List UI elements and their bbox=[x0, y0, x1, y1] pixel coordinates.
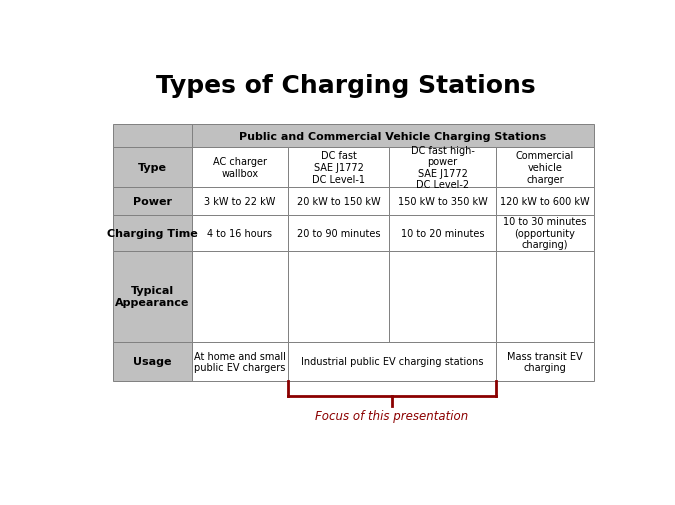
Bar bbox=[192, 148, 288, 187]
Text: AC charger
wallbox: AC charger wallbox bbox=[213, 157, 267, 178]
Bar bbox=[113, 125, 192, 148]
Text: Commercial
vehicle
charger: Commercial vehicle charger bbox=[516, 151, 574, 184]
Text: 10 to 30 minutes
(opportunity
charging): 10 to 30 minutes (opportunity charging) bbox=[504, 217, 587, 250]
Text: 20 to 90 minutes: 20 to 90 minutes bbox=[297, 228, 380, 238]
Bar bbox=[192, 251, 288, 342]
Bar bbox=[288, 342, 495, 381]
Bar bbox=[288, 187, 389, 216]
Bar bbox=[192, 187, 288, 216]
Text: Mass transit EV
charging: Mass transit EV charging bbox=[507, 351, 583, 373]
Text: DC fast
SAE J1772
DC Level-1: DC fast SAE J1772 DC Level-1 bbox=[312, 151, 365, 184]
Bar bbox=[113, 216, 192, 251]
Text: Usage: Usage bbox=[133, 357, 171, 367]
Bar bbox=[192, 216, 288, 251]
Bar bbox=[389, 187, 495, 216]
Bar bbox=[113, 342, 192, 381]
Text: 120 kW to 600 kW: 120 kW to 600 kW bbox=[500, 196, 590, 207]
Bar bbox=[389, 251, 495, 342]
Bar bbox=[113, 187, 192, 216]
Bar bbox=[389, 148, 495, 187]
Text: 150 kW to 350 kW: 150 kW to 350 kW bbox=[398, 196, 487, 207]
Bar bbox=[288, 216, 389, 251]
Text: Charging Time: Charging Time bbox=[107, 228, 198, 238]
Text: 10 to 20 minutes: 10 to 20 minutes bbox=[401, 228, 484, 238]
Text: 20 kW to 150 kW: 20 kW to 150 kW bbox=[297, 196, 381, 207]
Bar bbox=[192, 125, 595, 148]
Bar bbox=[495, 251, 595, 342]
Text: Power: Power bbox=[133, 196, 172, 207]
Bar bbox=[389, 216, 495, 251]
Text: 3 kW to 22 kW: 3 kW to 22 kW bbox=[204, 196, 275, 207]
Bar bbox=[495, 216, 595, 251]
Text: Public and Commercial Vehicle Charging Stations: Public and Commercial Vehicle Charging S… bbox=[240, 131, 547, 141]
Text: Industrial public EV charging stations: Industrial public EV charging stations bbox=[300, 357, 483, 367]
Text: DC fast high-
power
SAE J1772
DC Level-2: DC fast high- power SAE J1772 DC Level-2 bbox=[410, 145, 475, 190]
Bar bbox=[113, 251, 192, 342]
Text: Typical
Appearance: Typical Appearance bbox=[115, 286, 190, 308]
Bar bbox=[495, 148, 595, 187]
Bar bbox=[288, 251, 389, 342]
Text: Type: Type bbox=[138, 163, 167, 173]
Bar bbox=[113, 148, 192, 187]
Bar bbox=[495, 342, 595, 381]
Bar bbox=[495, 187, 595, 216]
Text: Focus of this presentation: Focus of this presentation bbox=[315, 409, 468, 422]
Bar bbox=[192, 342, 288, 381]
Bar bbox=[288, 148, 389, 187]
Text: Types of Charging Stations: Types of Charging Stations bbox=[156, 74, 536, 98]
Text: At home and small
public EV chargers: At home and small public EV chargers bbox=[194, 351, 286, 373]
Text: 4 to 16 hours: 4 to 16 hours bbox=[207, 228, 272, 238]
